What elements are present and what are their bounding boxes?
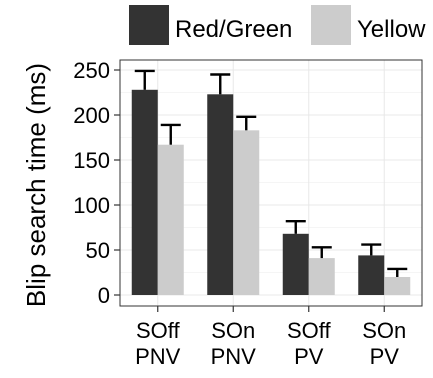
legend: Red/Green Yellow bbox=[129, 5, 426, 45]
bar bbox=[282, 233, 309, 295]
bars bbox=[131, 89, 411, 295]
y-tick-label: 200 bbox=[73, 103, 110, 128]
x-tick-label: PV bbox=[370, 344, 400, 369]
x-tick-label: SOff bbox=[136, 318, 181, 343]
y-tick-label: 250 bbox=[73, 58, 110, 83]
x-tick-label: SOn bbox=[362, 318, 406, 343]
legend-swatch-red-green bbox=[129, 5, 169, 45]
x-tick-label: PNV bbox=[135, 344, 181, 369]
plot-border bbox=[119, 59, 423, 307]
x-tick-label: PV bbox=[294, 344, 324, 369]
bar bbox=[207, 94, 234, 295]
x-tick-label: SOff bbox=[287, 318, 332, 343]
y-tick-label: 150 bbox=[73, 148, 110, 173]
x-tick-label: PNV bbox=[211, 344, 257, 369]
bar bbox=[157, 144, 184, 295]
y-tick-label: 50 bbox=[86, 238, 110, 263]
bar bbox=[358, 255, 385, 295]
x-tick-label: SOn bbox=[211, 318, 255, 343]
legend-label-red-green: Red/Green bbox=[175, 16, 292, 43]
y-tick-label: 100 bbox=[73, 193, 110, 218]
y-axis-title: Blip search time (ms) bbox=[21, 63, 51, 307]
bar bbox=[233, 130, 260, 295]
bar bbox=[384, 277, 411, 295]
plot-area bbox=[119, 59, 423, 307]
y-tick-label: 0 bbox=[98, 283, 110, 308]
bar bbox=[131, 89, 158, 295]
legend-label-yellow: Yellow bbox=[357, 16, 426, 43]
legend-swatch-yellow bbox=[311, 5, 351, 45]
error-bars bbox=[134, 69, 408, 277]
bar bbox=[308, 258, 335, 295]
